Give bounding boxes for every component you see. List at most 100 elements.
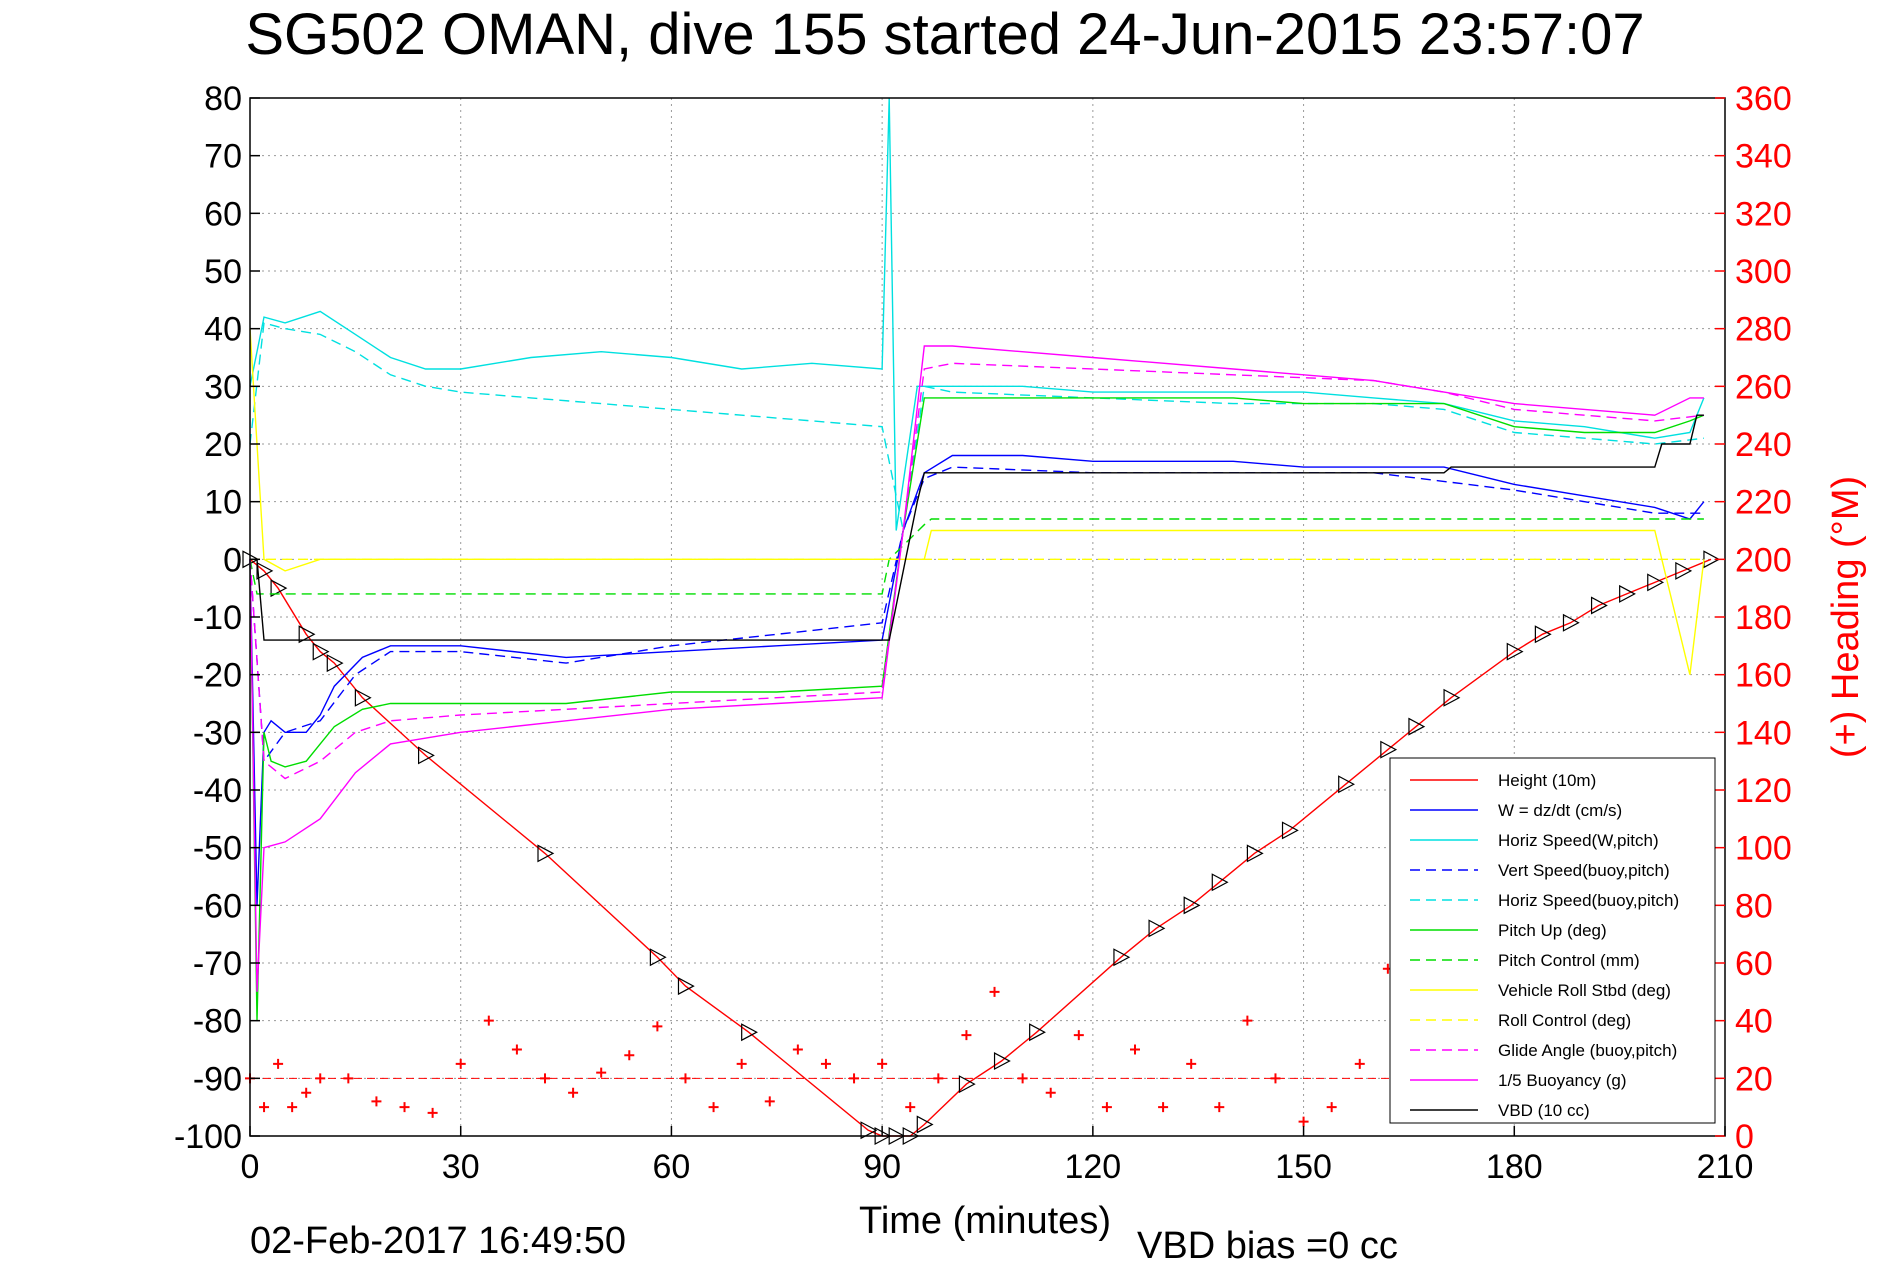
y-tick-label-5: 30 (204, 368, 242, 406)
y-tick-label-7: 10 (204, 484, 242, 522)
legend-item-height-10m: Height (10m) (1410, 771, 1596, 790)
heading-point (849, 1073, 860, 1084)
height-marker (1443, 688, 1461, 707)
heading-point (1242, 1015, 1253, 1026)
heading-point (287, 1102, 298, 1113)
legend-item-pitch-up-deg: Pitch Up (deg) (1410, 921, 1607, 940)
height-marker (256, 561, 274, 580)
heading-point (764, 1096, 775, 1107)
height-marker (298, 625, 316, 644)
y-tick-label-16: -80 (193, 1003, 242, 1041)
legend-label: W = dz/dt (cm/s) (1498, 801, 1622, 820)
y2-axis-label: (+) Heading (°M) (1825, 476, 1867, 758)
legend-label: Height (10m) (1498, 771, 1596, 790)
y2-tick-label-12: 120 (1735, 772, 1792, 810)
heading-point (933, 1073, 944, 1084)
y-tick-label-2: 60 (204, 195, 242, 233)
series-pitch-control-mm (249, 518, 1704, 595)
y-tick-label-10: -20 (193, 657, 242, 695)
height-marker (1619, 584, 1636, 603)
y2-tick-label-3: 300 (1735, 253, 1792, 291)
heading-point (1017, 1073, 1028, 1084)
heading-point (1214, 1102, 1225, 1113)
y-tick-label-6: 20 (204, 426, 242, 464)
heading-point (652, 1021, 663, 1032)
height-marker (649, 948, 667, 967)
height-marker (1506, 642, 1524, 661)
heading-point (540, 1073, 550, 1084)
heading-point (273, 1058, 284, 1069)
legend-label: Vehicle Roll Stbd (deg) (1498, 981, 1671, 1000)
heading-point (1101, 1102, 1112, 1113)
heading-point (1130, 1044, 1140, 1055)
y-tick-label-13: -50 (193, 830, 242, 868)
series-1-5-buoyancy-g (249, 345, 1704, 992)
height-marker (1590, 596, 1608, 615)
legend-label: Horiz Speed(W,pitch) (1498, 831, 1659, 850)
heading-point (568, 1087, 579, 1098)
legend-item-horiz-speed-w-pitch: Horiz Speed(W,pitch) (1410, 831, 1659, 850)
y-tick-label-4: 40 (204, 311, 242, 349)
x-axis-ticks: 0 30 60 90 120 150 180 210 (241, 1126, 1753, 1186)
height-marker (1148, 919, 1166, 938)
height-marker (1534, 625, 1552, 644)
footer-vbd-bias: VBD bias =0 cc (1137, 1225, 1398, 1262)
legend-label: Pitch Up (deg) (1498, 921, 1607, 940)
x-axis-label: Time (minutes) (859, 1200, 1111, 1242)
y2-axis-ticks: 3603403203002802602402202001801601401201… (1715, 80, 1792, 1156)
heading-point (315, 1073, 326, 1084)
series-vbd-10-cc (250, 414, 1704, 641)
heading-point (792, 1044, 803, 1055)
chart-title: SG502 OMAN, dive 155 started 24-Jun-2015… (245, 2, 1644, 67)
x-tick-label-4: 120 (1064, 1148, 1121, 1186)
series-vert-speed-buoy-pitch (249, 466, 1704, 764)
y2-tick-label-0: 360 (1735, 80, 1792, 118)
height-marker (1211, 873, 1229, 892)
height-marker (677, 977, 695, 996)
legend-item-glide-angle-buoy-pitch: Glide Angle (buoy,pitch) (1410, 1041, 1677, 1060)
heading-point (455, 1058, 466, 1069)
legend-box (1389, 757, 1716, 1124)
y-tick-label-9: -10 (193, 599, 242, 637)
y-tick-label-1: 70 (204, 138, 242, 176)
footer-timestamp: 02-Feb-2017 16:49:50 (250, 1220, 626, 1262)
height-marker (1338, 775, 1355, 794)
legend-label: Horiz Speed(buoy,pitch) (1498, 891, 1679, 910)
series-w-dz-dt-cm-s (249, 454, 1705, 906)
x-tick-label-5: 150 (1275, 1148, 1332, 1186)
heading-point (1045, 1087, 1056, 1098)
height-marker (1246, 844, 1264, 863)
height-marker (1029, 1023, 1046, 1042)
x-tick-label-1: 30 (442, 1148, 480, 1186)
y2-tick-label-1: 340 (1735, 138, 1792, 176)
heading-point (624, 1050, 635, 1061)
heading-point (596, 1067, 607, 1078)
y2-tick-label-4: 280 (1735, 311, 1792, 349)
heading-point (905, 1102, 916, 1113)
heading-point (1326, 1102, 1337, 1113)
height-marker (916, 1115, 934, 1134)
legend-label: Vert Speed(buoy,pitch) (1498, 861, 1670, 880)
y2-tick-label-2: 320 (1735, 195, 1792, 233)
y2-tick-label-5: 260 (1735, 368, 1792, 406)
y-tick-label-11: -30 (193, 714, 242, 752)
legend-label: Pitch Control (mm) (1498, 951, 1640, 970)
legend-item-vehicle-roll-stbd-deg: Vehicle Roll Stbd (deg) (1410, 981, 1671, 1000)
height-marker (993, 1052, 1011, 1071)
height-marker (1281, 821, 1299, 840)
y2-tick-label-13: 100 (1735, 830, 1792, 868)
heading-point (371, 1096, 382, 1107)
legend-label: Glide Angle (buoy,pitch) (1498, 1041, 1677, 1060)
height-marker (417, 746, 435, 765)
y2-tick-label-17: 20 (1735, 1060, 1773, 1098)
y-tick-label-8: 0 (223, 541, 242, 579)
y2-tick-label-16: 40 (1735, 1003, 1773, 1041)
heading-point (877, 1058, 888, 1069)
height-marker (1380, 740, 1398, 759)
heading-point (427, 1107, 438, 1118)
y2-tick-label-14: 80 (1735, 887, 1773, 925)
y2-tick-label-8: 200 (1735, 541, 1792, 579)
legend-item-pitch-control-mm: Pitch Control (mm) (1410, 951, 1640, 970)
y-tick-label-18: -100 (174, 1118, 242, 1156)
